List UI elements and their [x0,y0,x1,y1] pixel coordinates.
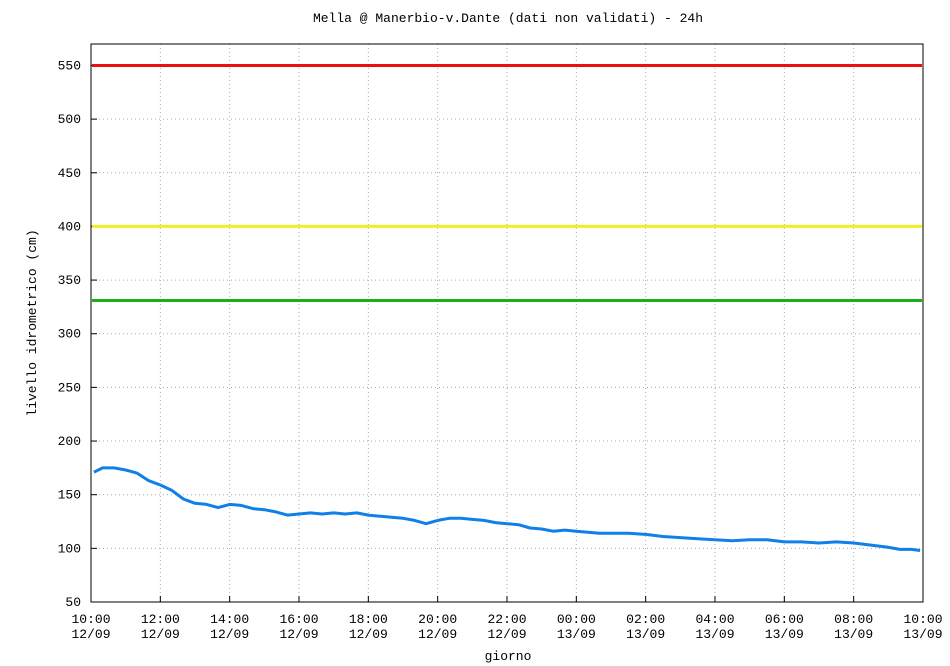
x-tick-label: 13/09 [557,627,596,642]
x-tick-label: 13/09 [834,627,873,642]
plot-frame [90,43,924,603]
x-tick-label: 10:00 [71,612,110,627]
y-tick-label: 350 [58,273,81,288]
chart-title: Mella @ Manerbio-v.Dante (dati non valid… [313,11,703,26]
y-tick-label: 450 [58,166,81,181]
y-axis-label: livello idrometrico (cm) [25,229,40,416]
x-tick-label: 12/09 [141,627,180,642]
x-tick-label: 10:00 [903,612,942,627]
x-tick-label: 12:00 [141,612,180,627]
x-tick-label: 08:00 [834,612,873,627]
x-tick-label: 12/09 [279,627,318,642]
x-tick-label: 06:00 [765,612,804,627]
x-tick-label: 02:00 [626,612,665,627]
x-tick-label: 22:00 [487,612,526,627]
x-tick-label: 13/09 [903,627,942,642]
x-tick-label: 12/09 [71,627,110,642]
data-line [93,466,921,552]
y-tick-label: 100 [58,541,81,556]
x-tick-label: 00:00 [557,612,596,627]
x-tick-label: 13/09 [765,627,804,642]
y-tick-label: 300 [58,327,81,342]
x-tick-label: 20:00 [418,612,457,627]
y-tick-label: 50 [65,595,81,610]
y-tick-label: 400 [58,219,81,234]
y-tick-label: 150 [58,488,81,503]
x-tick-label: 12/09 [487,627,526,642]
y-tick-label: 200 [58,434,81,449]
y-tick-label: 500 [58,112,81,127]
x-tick-label: 12/09 [418,627,457,642]
x-tick-label: 12/09 [210,627,249,642]
x-tick-label: 16:00 [279,612,318,627]
y-tick-label: 250 [58,380,81,395]
x-tick-label: 12/09 [349,627,388,642]
x-tick-label: 18:00 [349,612,388,627]
x-tick-label: 04:00 [695,612,734,627]
y-tick-label: 550 [58,58,81,73]
x-tick-label: 13/09 [695,627,734,642]
x-tick-label: 13/09 [626,627,665,642]
x-tick-label: 14:00 [210,612,249,627]
x-axis-label: giorno [485,649,532,664]
